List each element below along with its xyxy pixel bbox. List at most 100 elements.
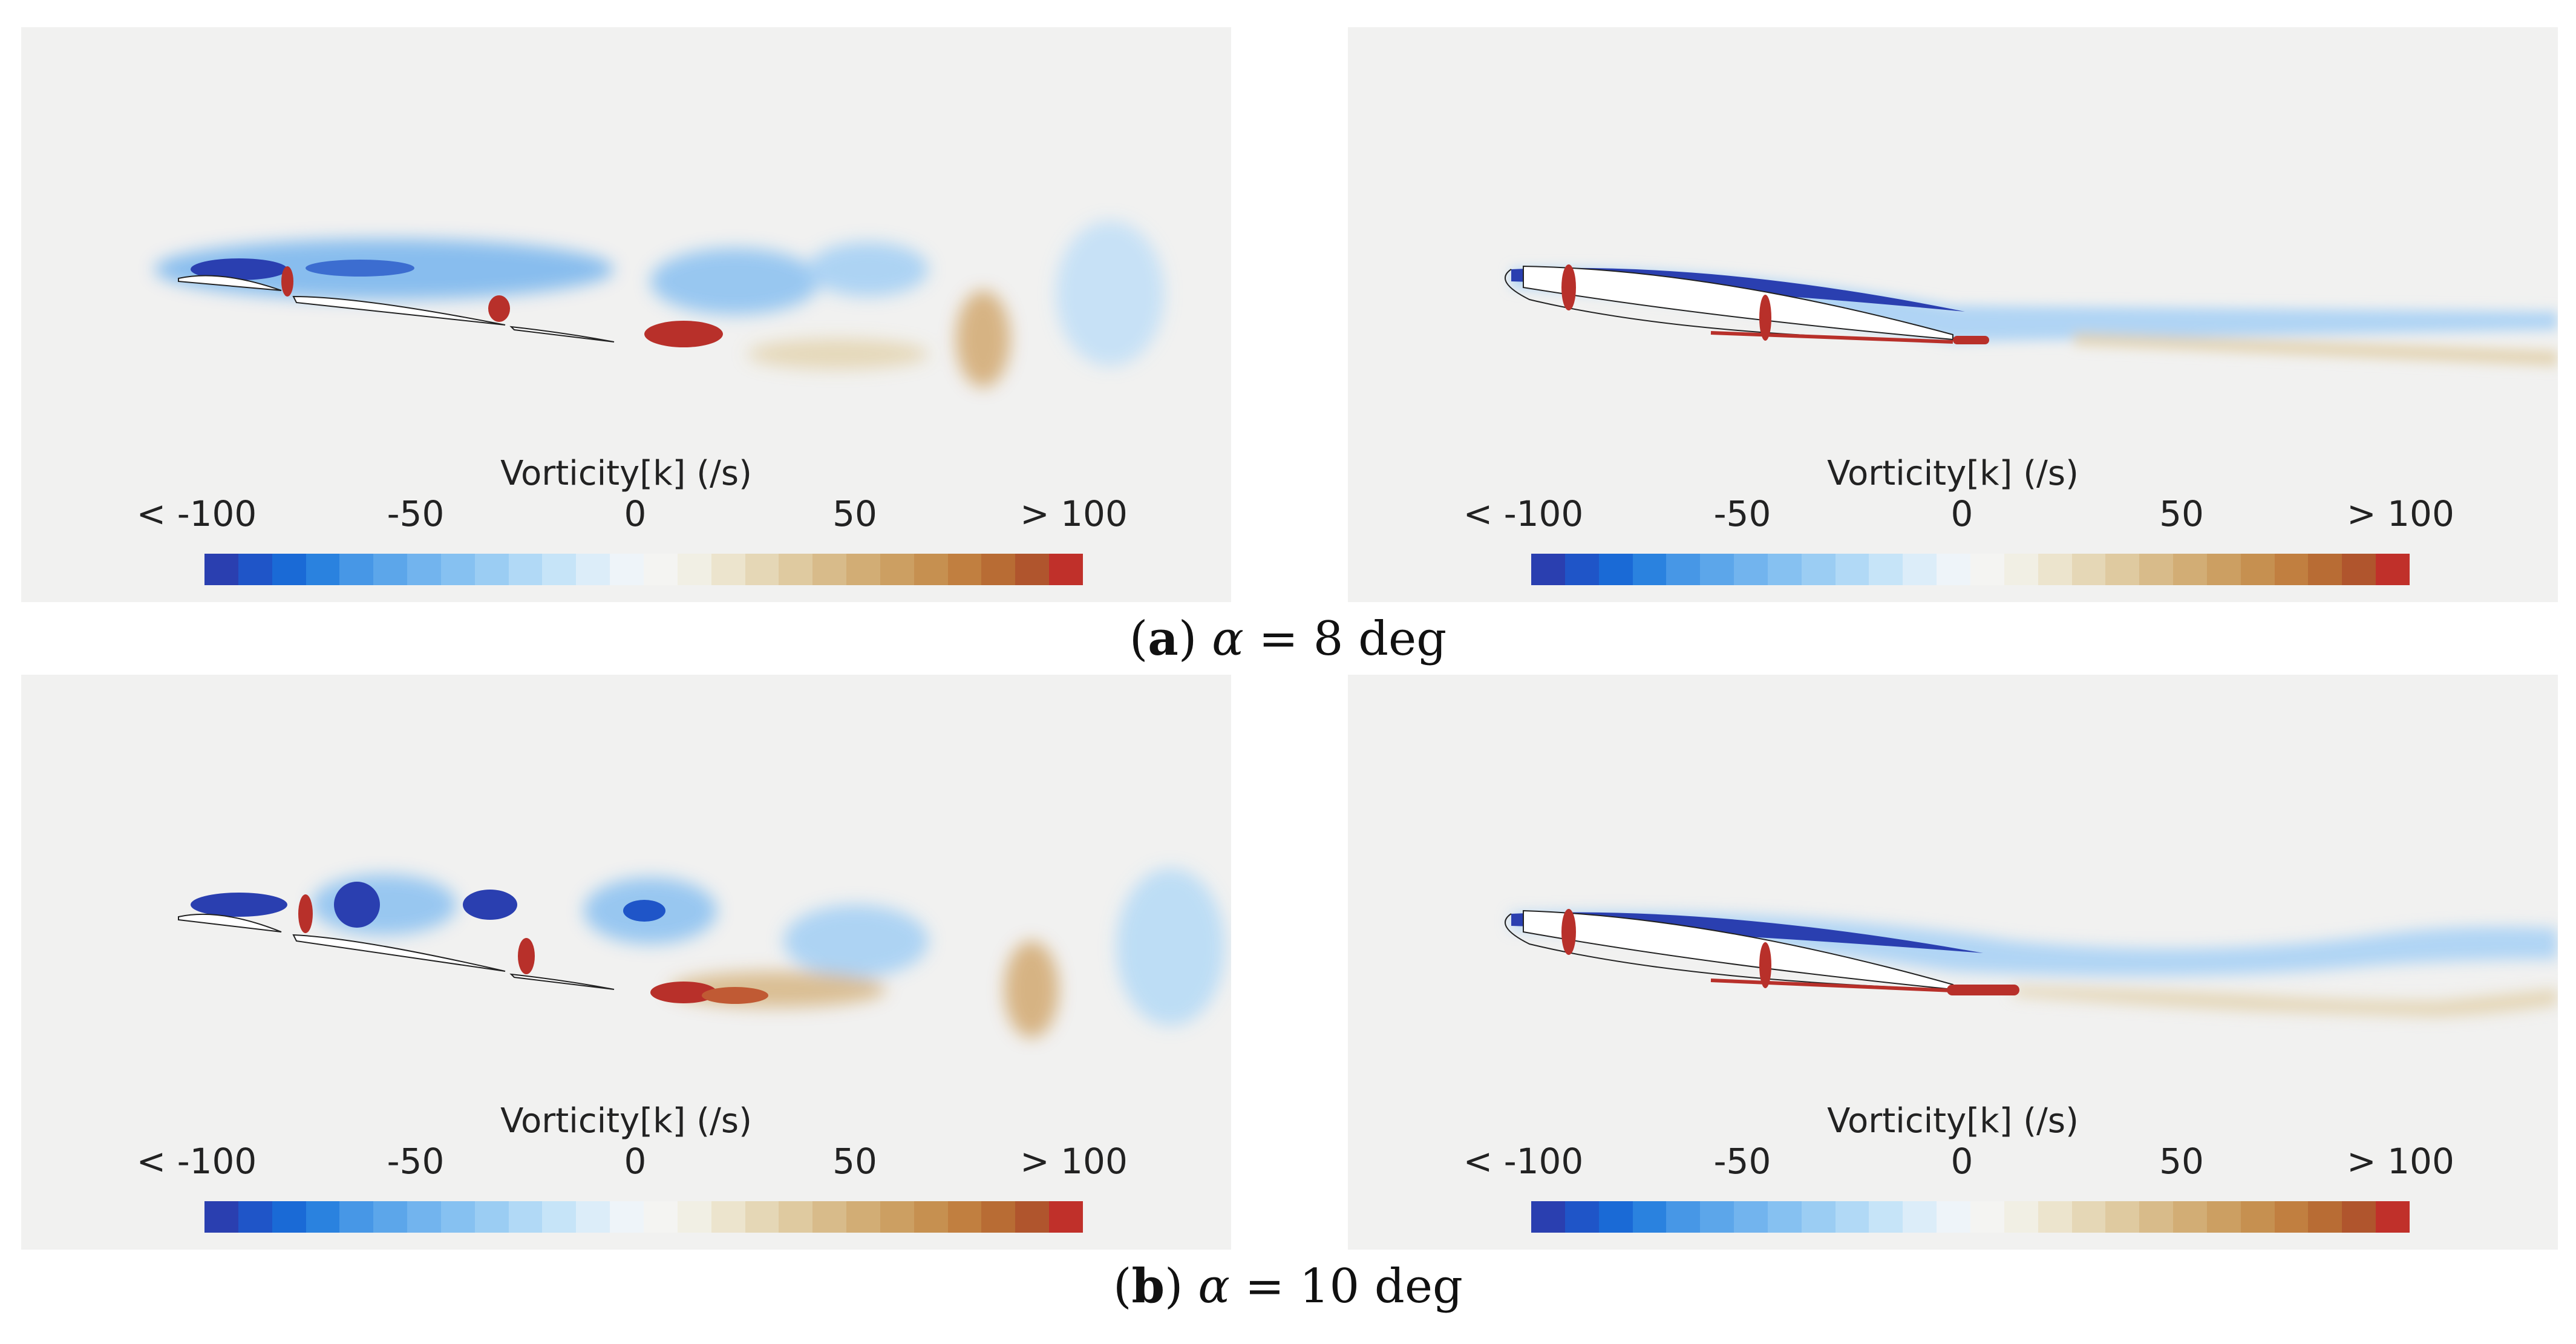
colorbar-segment	[1632, 554, 1667, 585]
colorbar-segment	[2342, 554, 2376, 585]
colorbar-segment	[1598, 1201, 1633, 1233]
colorbar-title: Vorticity[k] (/s)	[500, 1101, 752, 1141]
colorbar-segment	[1531, 1201, 1565, 1233]
colorbar-segment	[339, 554, 374, 585]
colorbar-segment	[1632, 1201, 1667, 1233]
colorbar-segment	[2376, 1201, 2410, 1233]
colorbar-segment	[1700, 1201, 1734, 1233]
colorbar-segment	[1700, 554, 1734, 585]
colorbar-segment	[373, 554, 408, 585]
colorbar-segment	[1666, 554, 1701, 585]
colorbar-tick: 50	[2159, 1141, 2204, 1182]
colorbar-tick: 50	[2159, 493, 2204, 534]
vorticity-field-a-right	[1505, 264, 2558, 366]
colorbar-segment	[1903, 1201, 1937, 1233]
colorbar-segment	[2173, 1201, 2207, 1233]
colorbar-segment	[1869, 1201, 1903, 1233]
colorbar-segment	[812, 1201, 847, 1233]
colorbar-segment	[1970, 1201, 2004, 1233]
colorbar-segment	[576, 1201, 610, 1233]
colorbar-segment	[1015, 554, 1050, 585]
panel-a-left: Vorticity[k] (/s) < -100 -50 0 50 > 100	[21, 27, 1231, 602]
colorbar-segment	[2071, 1201, 2106, 1233]
colorbar-segment	[1734, 554, 1768, 585]
vorticity-field-b-right	[1505, 909, 2558, 1017]
caption-b: (b) α = 10 deg	[1113, 1259, 1463, 1314]
colorbar-segment	[2308, 554, 2342, 585]
colorbar-tick: > 100	[2347, 493, 2454, 534]
colorbar-segment	[272, 1201, 306, 1233]
colorbar-tick: 0	[624, 493, 647, 534]
colorbar-segment	[238, 554, 272, 585]
colorbar-segment	[2206, 554, 2241, 585]
colorbar-segment	[1049, 1201, 1083, 1233]
colorbar-segment	[2240, 1201, 2275, 1233]
colorbar-segment	[2139, 554, 2174, 585]
colorbar-segment	[306, 554, 340, 585]
colorbar-segment	[1970, 554, 2004, 585]
colorbar-title: Vorticity[k] (/s)	[500, 454, 752, 493]
colorbar-segment	[947, 1201, 982, 1233]
colorbar-segment	[407, 554, 441, 585]
colorbar-segment	[1937, 554, 1970, 585]
colorbar-segment	[2240, 554, 2275, 585]
panel-a-right: Vorticity[k] (/s) < -100 -50 0 50 > 100	[1348, 27, 2558, 602]
colorbar-segment	[981, 554, 1016, 585]
colorbar-segment	[745, 554, 779, 585]
colorbar-tick: < -100	[1463, 1141, 1584, 1182]
colorbar-tick: > 100	[2347, 1141, 2454, 1182]
colorbar-tick: -50	[387, 1141, 445, 1182]
colorbar-segment	[542, 1201, 577, 1233]
vorticity-field-b-left	[178, 868, 1225, 1038]
colorbar-segment	[238, 1201, 272, 1233]
colorbar-segment	[1835, 1201, 1869, 1233]
colorbar-segment	[779, 1201, 813, 1233]
colorbar-segment	[1564, 1201, 1599, 1233]
colorbar-tick: -50	[387, 493, 445, 534]
colorbar-tick: -50	[1713, 493, 1771, 534]
colorbar-tick: 0	[1950, 1141, 1973, 1182]
colorbar-segment	[2206, 1201, 2241, 1233]
colorbar-segment	[440, 554, 475, 585]
colorbar-segment	[1937, 1201, 1970, 1233]
colorbar-segment	[947, 554, 982, 585]
panel-b-left: Vorticity[k] (/s) < -100 -50 0 50 > 100	[21, 675, 1231, 1250]
colorbar-segment	[1598, 554, 1633, 585]
colorbar-segment	[643, 554, 678, 585]
colorbar-segment	[576, 554, 610, 585]
colorbar-segment	[373, 1201, 408, 1233]
colorbar-segment	[711, 1201, 745, 1233]
colorbar-segment	[880, 1201, 914, 1233]
colorbar	[1531, 1201, 2410, 1233]
colorbar-segment	[508, 554, 543, 585]
colorbar-segment	[508, 1201, 543, 1233]
colorbar-tick: -50	[1713, 1141, 1771, 1182]
colorbar-segment	[2038, 1201, 2072, 1233]
colorbar-segment	[981, 1201, 1016, 1233]
colorbar-segment	[339, 1201, 374, 1233]
colorbar-tick: < -100	[136, 1141, 257, 1182]
colorbar-segment	[2376, 554, 2410, 585]
colorbar-segment	[2004, 554, 2038, 585]
vorticity-field-a-left	[154, 221, 1165, 387]
colorbar-segment	[846, 554, 880, 585]
colorbar-segment	[1767, 554, 1802, 585]
colorbar-segment	[440, 1201, 475, 1233]
colorbar-segment	[880, 554, 914, 585]
colorbar-segment	[711, 554, 745, 585]
colorbar-segment	[1531, 554, 1565, 585]
colorbar-tick: > 100	[1020, 493, 1128, 534]
colorbar-segment	[1049, 554, 1083, 585]
colorbar-tick: 50	[832, 1141, 877, 1182]
colorbar	[204, 554, 1083, 585]
colorbar-segment	[2004, 1201, 2038, 1233]
colorbar-segment	[1835, 554, 1869, 585]
colorbar-segment	[204, 554, 238, 585]
colorbar-segment	[610, 554, 644, 585]
colorbar-segment	[846, 1201, 880, 1233]
colorbar-segment	[677, 1201, 711, 1233]
colorbar	[1531, 554, 2410, 585]
colorbar-segment	[1666, 1201, 1701, 1233]
colorbar-segment	[272, 554, 306, 585]
colorbar-segment	[779, 554, 813, 585]
